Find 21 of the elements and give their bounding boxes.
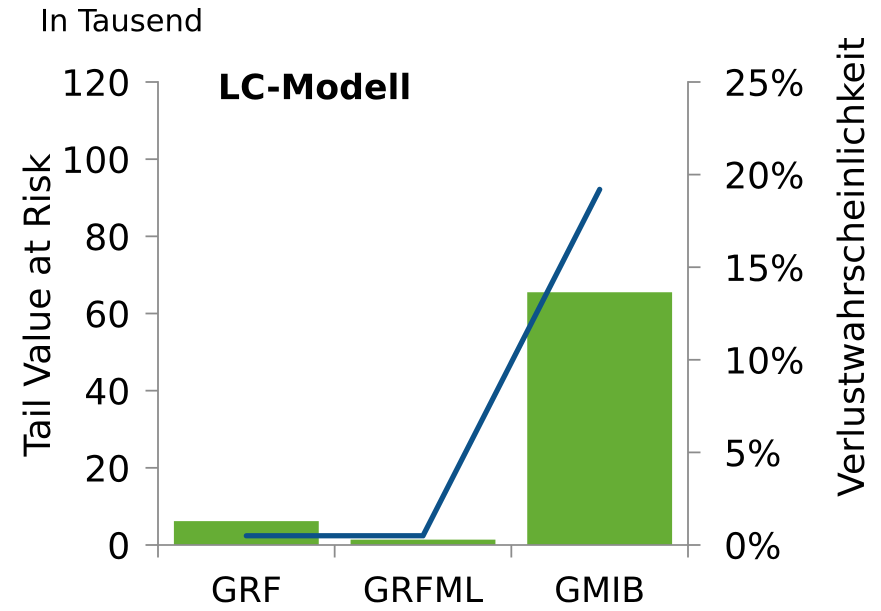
y-tick-label: 100	[65, 146, 128, 174]
x-tick-label: GRFML	[364, 576, 483, 602]
chart-title: LC-Modell	[221, 72, 408, 100]
y-axis-title: Tail Value at Risk	[22, 154, 50, 457]
y-tick-label: 40	[86, 378, 128, 405]
text: In Tausend	[43, 8, 201, 32]
y-tick-label: 60	[86, 300, 128, 328]
y2-axis-title: Verlustwahrscheinlichkeit	[836, 38, 864, 497]
y2-tick-label: 5%	[726, 439, 780, 467]
bar	[527, 292, 672, 545]
y-tick-label: 80	[86, 223, 128, 251]
y2-tick-label: 25%	[726, 68, 802, 96]
y2-tick-label: 0%	[726, 532, 780, 560]
x-tick-label: GMIB	[556, 576, 643, 602]
y2-tick-label: 15%	[728, 254, 802, 282]
y2-tick-label: 10%	[728, 346, 802, 374]
x-tick-label: GRF	[212, 576, 280, 602]
y-tick-label: 0	[110, 532, 128, 560]
y-tick-label: 20	[86, 454, 128, 482]
y-tick-label: 120	[65, 68, 128, 96]
y2-tick-label: 20%	[726, 162, 802, 189]
